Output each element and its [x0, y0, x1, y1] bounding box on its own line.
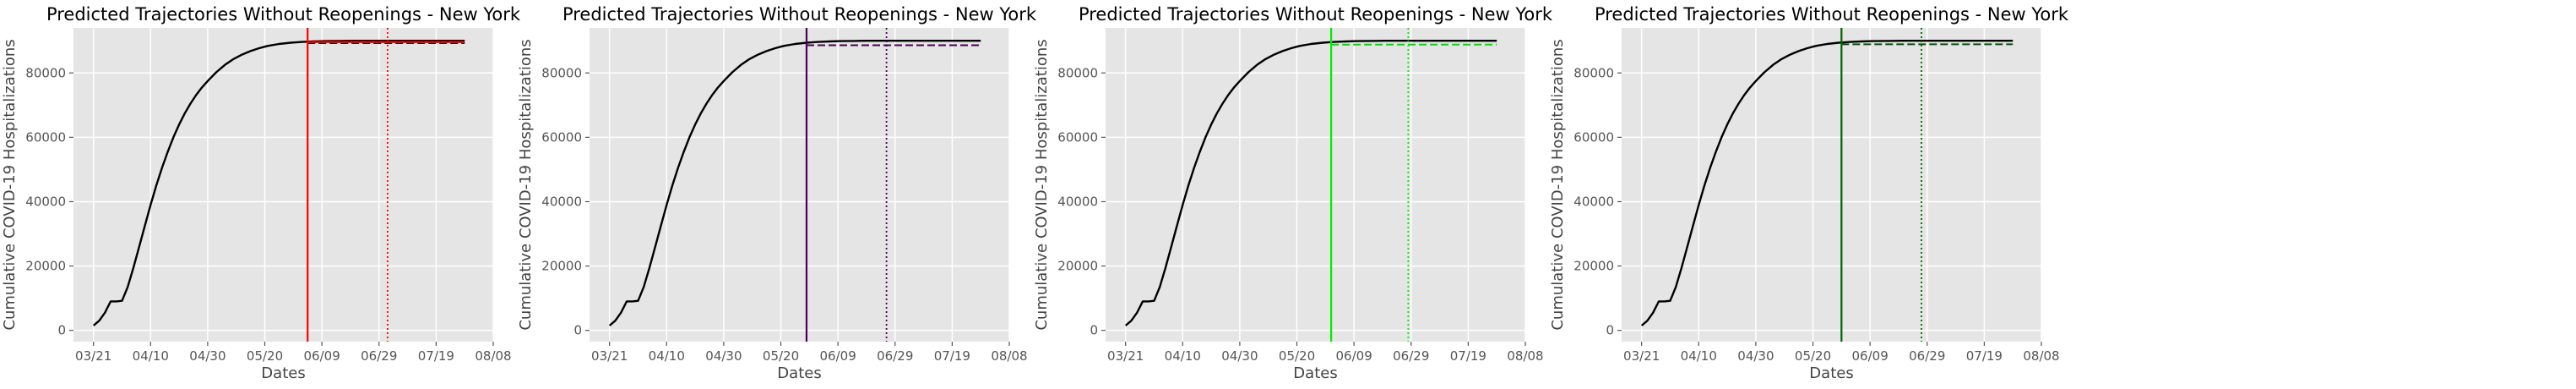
- x-tick-label: 07/19: [1450, 348, 1486, 364]
- plot-area: [1106, 28, 1525, 342]
- y-axis-label: Cumulative COVID-19 Hospitalizations: [1549, 39, 1567, 330]
- x-tick-label: 04/30: [1737, 348, 1774, 364]
- x-tick-label: 03/21: [75, 348, 111, 364]
- plot-area: [590, 28, 1009, 342]
- y-tick-label: 80000: [1573, 65, 1614, 80]
- trajectory-line: [1640, 40, 2014, 326]
- x-tick-label: 06/09: [820, 348, 856, 364]
- plot-area: [73, 28, 493, 342]
- y-tick-label: 20000: [541, 259, 582, 274]
- y-axis-label: Cumulative COVID-19 Hospitalizations: [1, 39, 19, 330]
- x-tick-label: 04/10: [133, 348, 169, 364]
- chart-panel-4: 03/21 04/10 04/30 05/20 06/09 06/29 07/19 08/08…: [1549, 4, 2069, 382]
- x-tick-label: 03/21: [591, 348, 628, 364]
- x-tick-label: 04/10: [649, 348, 685, 364]
- y-tick-label: 60000: [1057, 129, 1098, 145]
- chart-panel-1: 03/21 04/10 04/30 05/20 06/09 06/29 07/19 08/08…: [1, 4, 521, 382]
- chart-title: Predicted Trajectories Without Reopening…: [1079, 4, 1553, 25]
- y-tick-label: 40000: [541, 194, 582, 209]
- y-tick-label: 60000: [1573, 129, 1614, 145]
- y-tick-label: 40000: [25, 194, 66, 209]
- y-axis-label: Cumulative COVID-19 Hospitalizations: [517, 39, 535, 330]
- x-tick-label: 07/19: [1966, 348, 2003, 364]
- x-tick-label: 06/29: [877, 348, 913, 364]
- y-tick-label: 60000: [25, 129, 66, 145]
- x-tick-label: 03/21: [1623, 348, 1660, 364]
- y-tick-label: 20000: [1057, 259, 1098, 274]
- x-tick-label: 05/20: [763, 348, 799, 364]
- trajectory-line: [1124, 40, 1497, 326]
- chart-title: Predicted Trajectories Without Reopening…: [1595, 4, 2069, 25]
- x-axis-label: Dates: [777, 364, 821, 382]
- chart-panel-3: 03/21 04/10 04/30 05/20 06/09 06/29 07/19 08/08…: [1033, 4, 1553, 382]
- x-tick-label: 04/10: [1165, 348, 1201, 364]
- x-tick-label: 07/19: [418, 348, 454, 364]
- y-tick-label: 60000: [541, 129, 582, 145]
- x-tick-label: 08/08: [1507, 348, 1543, 364]
- x-axis-label: Dates: [1293, 364, 1337, 382]
- y-tick-label: 0: [573, 323, 582, 338]
- x-axis-label: Dates: [261, 364, 305, 382]
- y-tick-label: 80000: [25, 65, 66, 80]
- chart-panel-2: 03/21 04/10 04/30 05/20 06/09 06/29 07/19 08/08…: [517, 4, 1037, 382]
- chart-title: Predicted Trajectories Without Reopening…: [46, 4, 521, 25]
- x-tick-label: 04/30: [189, 348, 226, 364]
- chart-title: Predicted Trajectories Without Reopening…: [562, 4, 1037, 25]
- x-tick-label: 08/08: [475, 348, 511, 364]
- x-tick-label: 04/30: [705, 348, 742, 364]
- y-tick-label: 80000: [541, 65, 582, 80]
- trajectory-line: [608, 40, 981, 326]
- plot-data: [1640, 28, 2014, 342]
- plot-data: [608, 28, 981, 342]
- x-tick-label: 06/09: [304, 348, 340, 364]
- x-tick-label: 06/29: [1393, 348, 1429, 364]
- x-tick-label: 04/30: [1221, 348, 1258, 364]
- x-tick-label: 06/09: [1852, 348, 1889, 364]
- y-tick-label: 40000: [1573, 194, 1614, 209]
- x-tick-label: 05/20: [1795, 348, 1831, 364]
- x-tick-label: 06/29: [361, 348, 397, 364]
- x-tick-label: 03/21: [1107, 348, 1144, 364]
- x-tick-label: 04/10: [1681, 348, 1717, 364]
- plot-data: [92, 28, 465, 342]
- x-tick-label: 08/08: [2023, 348, 2059, 364]
- x-tick-label: 05/20: [247, 348, 283, 364]
- y-tick-label: 20000: [1573, 259, 1614, 274]
- y-tick-label: 0: [1606, 323, 1614, 338]
- x-axis-label: Dates: [1809, 364, 1853, 382]
- x-tick-label: 07/19: [934, 348, 970, 364]
- plot-data: [1124, 28, 1497, 342]
- x-tick-label: 06/09: [1336, 348, 1372, 364]
- x-tick-label: 05/20: [1279, 348, 1315, 364]
- y-axis-label: Cumulative COVID-19 Hospitalizations: [1033, 39, 1051, 330]
- y-tick-label: 0: [1090, 323, 1098, 338]
- y-tick-label: 80000: [1057, 65, 1098, 80]
- y-tick-label: 40000: [1057, 194, 1098, 209]
- x-tick-label: 08/08: [991, 348, 1027, 364]
- plot-area: [1622, 28, 2041, 342]
- y-tick-label: 0: [57, 323, 66, 338]
- x-tick-label: 06/29: [1909, 348, 1945, 364]
- y-tick-label: 20000: [25, 259, 66, 274]
